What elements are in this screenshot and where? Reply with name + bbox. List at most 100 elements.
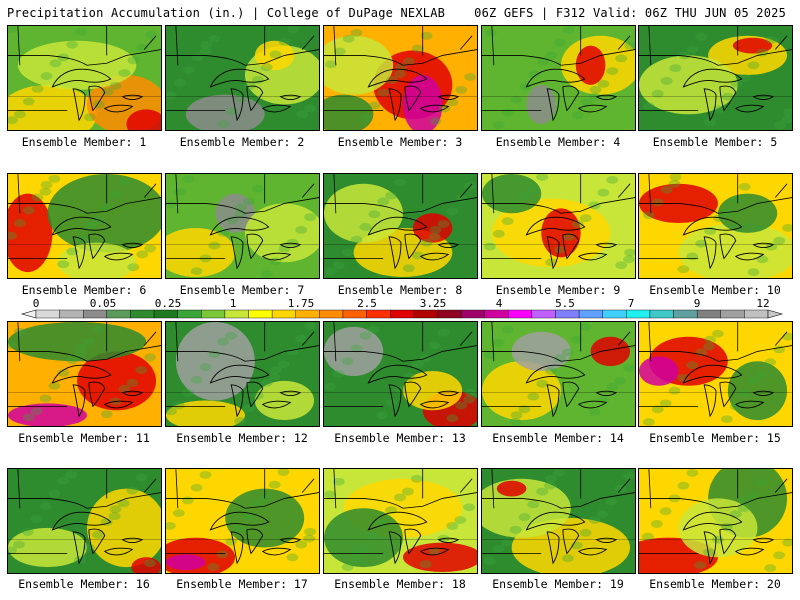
precip-map bbox=[166, 174, 319, 278]
precip-map bbox=[8, 322, 161, 426]
ensemble-member-label: Ensemble Member: 2 bbox=[179, 135, 305, 149]
ensemble-map-panel bbox=[323, 468, 478, 574]
run-info: 06Z GEFS | F312 Valid: 06Z THU JUN 05 20… bbox=[474, 6, 786, 20]
colorbar-bin bbox=[389, 309, 415, 319]
precip-map bbox=[8, 174, 161, 278]
colorbar-tick-label: 7 bbox=[627, 297, 635, 310]
ensemble-member-label: Ensemble Member: 10 bbox=[649, 283, 781, 297]
ensemble-map-panel bbox=[165, 321, 320, 427]
ensemble-member-label: Ensemble Member: 17 bbox=[176, 577, 308, 591]
precip-map bbox=[166, 26, 319, 130]
ensemble-map-panel bbox=[638, 468, 793, 574]
precip-map bbox=[482, 174, 635, 278]
precip-map bbox=[639, 174, 792, 278]
colorbar-bin bbox=[83, 309, 108, 319]
colorbar-bin bbox=[626, 309, 651, 319]
colorbar-bin bbox=[413, 309, 438, 319]
colorbar-bin bbox=[578, 309, 603, 319]
precip-map bbox=[639, 26, 792, 130]
ensemble-member-label: Ensemble Member: 13 bbox=[334, 431, 466, 445]
ensemble-member-label: Ensemble Member: 19 bbox=[492, 577, 624, 591]
ensemble-map-panel bbox=[165, 25, 320, 131]
precip-map bbox=[324, 469, 477, 573]
colorbar-bin bbox=[59, 309, 84, 319]
precip-map bbox=[324, 322, 477, 426]
colorbar-tick-label: 1 bbox=[229, 297, 237, 310]
colorbar-bin bbox=[460, 309, 485, 319]
ensemble-member-label: Ensemble Member: 1 bbox=[21, 135, 147, 149]
colorbar-bin bbox=[437, 309, 462, 319]
colorbar-bin bbox=[248, 309, 273, 319]
ensemble-map-panel bbox=[323, 25, 478, 131]
precip-map bbox=[324, 174, 477, 278]
precip-map bbox=[639, 469, 792, 573]
colorbar-bin bbox=[602, 309, 627, 319]
precip-map bbox=[482, 26, 635, 130]
ensemble-map-panel bbox=[165, 468, 320, 574]
colorbar-bin bbox=[295, 309, 320, 319]
ensemble-map-panel bbox=[323, 321, 478, 427]
ensemble-map-panel bbox=[7, 321, 162, 427]
ensemble-map-panel bbox=[7, 468, 162, 574]
ensemble-map-panel bbox=[481, 468, 636, 574]
colorbar-tick-label: 5.5 bbox=[555, 297, 575, 310]
colorbar-bin bbox=[508, 309, 533, 319]
colorbar-bin bbox=[130, 309, 155, 319]
ensemble-member-label: Ensemble Member: 8 bbox=[337, 283, 463, 297]
colorbar-bin bbox=[224, 309, 249, 319]
colorbar-tick-label: 0.05 bbox=[89, 297, 117, 310]
ensemble-map-panel bbox=[481, 321, 636, 427]
colorbar-bin bbox=[649, 309, 674, 319]
ensemble-member-label: Ensemble Member: 4 bbox=[495, 135, 621, 149]
precip-map bbox=[8, 469, 161, 573]
ensemble-member-label: Ensemble Member: 7 bbox=[179, 283, 305, 297]
colorbar-bin bbox=[673, 309, 698, 319]
colorbar-bin bbox=[106, 309, 131, 319]
colorbar-bin bbox=[35, 309, 60, 319]
precip-map bbox=[324, 26, 477, 130]
colorbar-bin bbox=[484, 309, 509, 319]
ensemble-map-panel bbox=[481, 173, 636, 279]
colorbar-tick-label: 0 bbox=[32, 297, 40, 310]
ensemble-member-label: Ensemble Member: 3 bbox=[337, 135, 463, 149]
colorbar-bin bbox=[696, 309, 721, 319]
colorbar-bin bbox=[366, 309, 391, 319]
colorbar-bin bbox=[271, 309, 296, 319]
ensemble-map-panel bbox=[481, 25, 636, 131]
precip-map bbox=[482, 322, 635, 426]
ensemble-map-panel bbox=[323, 173, 478, 279]
ensemble-member-label: Ensemble Member: 14 bbox=[492, 431, 624, 445]
map-title: Precipitation Accumulation (in.) | Colle… bbox=[7, 6, 446, 20]
colorbar-bin bbox=[531, 309, 556, 319]
colorbar-tick-label: 4 bbox=[495, 297, 503, 310]
colorbar-tick-label: 9 bbox=[693, 297, 701, 310]
colorbar-tick-label: 3.25 bbox=[419, 297, 447, 310]
precip-map bbox=[639, 322, 792, 426]
precip-map bbox=[8, 26, 161, 130]
colorbar-right-arrow bbox=[767, 309, 784, 319]
ensemble-member-label: Ensemble Member: 18 bbox=[334, 577, 466, 591]
ensemble-map-panel bbox=[638, 173, 793, 279]
colorbar-bin bbox=[153, 309, 178, 319]
colorbar-bin bbox=[342, 309, 367, 319]
ensemble-map-panel bbox=[7, 25, 162, 131]
colorbar-bin bbox=[555, 309, 580, 319]
ensemble-member-label: Ensemble Member: 20 bbox=[649, 577, 781, 591]
colorbar-bin bbox=[201, 309, 226, 319]
precip-map bbox=[166, 322, 319, 426]
ensemble-member-label: Ensemble Member: 5 bbox=[652, 135, 778, 149]
colorbar-bin bbox=[720, 309, 745, 319]
colorbar-left-arrow bbox=[20, 309, 37, 319]
precip-map bbox=[166, 469, 319, 573]
colorbar-bin bbox=[744, 309, 769, 319]
colorbar bbox=[20, 309, 784, 319]
ensemble-map-panel bbox=[165, 173, 320, 279]
ensemble-member-label: Ensemble Member: 11 bbox=[18, 431, 150, 445]
ensemble-map-panel bbox=[7, 173, 162, 279]
ensemble-map-panel bbox=[638, 321, 793, 427]
colorbar-tick-label: 12 bbox=[756, 297, 770, 310]
colorbar-tick-label: 1.75 bbox=[287, 297, 315, 310]
ensemble-member-label: Ensemble Member: 6 bbox=[21, 283, 147, 297]
ensemble-member-label: Ensemble Member: 15 bbox=[649, 431, 781, 445]
colorbar-tick-label: 0.25 bbox=[154, 297, 182, 310]
